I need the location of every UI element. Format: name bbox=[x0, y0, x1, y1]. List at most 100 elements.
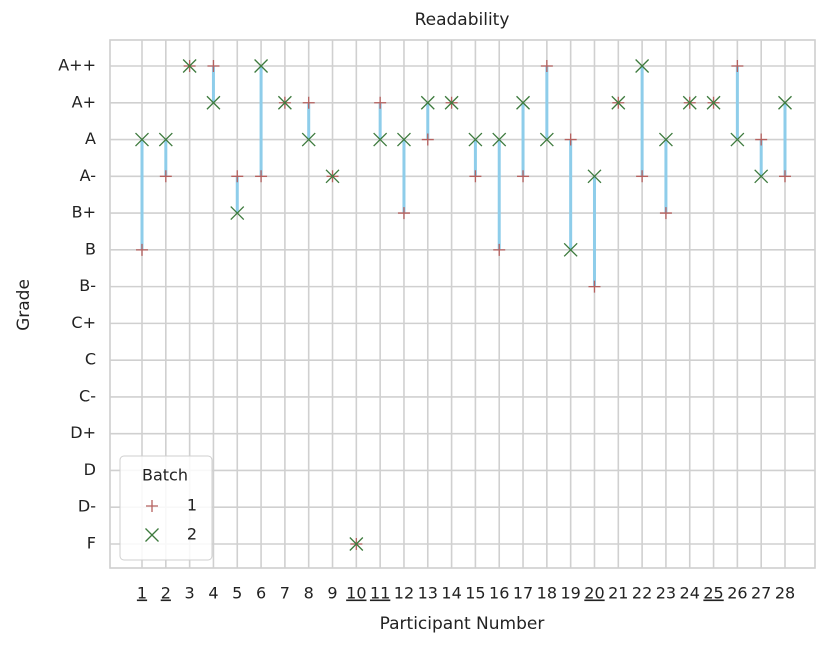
marker bbox=[517, 170, 530, 183]
x-tick-label: 18 bbox=[537, 584, 557, 603]
marker bbox=[277, 95, 292, 110]
y-tick-label: C+ bbox=[71, 313, 96, 332]
y-tick-label: F bbox=[87, 534, 96, 553]
marker bbox=[469, 170, 482, 183]
y-tick-label: D+ bbox=[70, 423, 96, 442]
marker bbox=[611, 95, 626, 110]
x-tick-label: 26 bbox=[727, 584, 747, 603]
marker bbox=[207, 60, 220, 72]
marker bbox=[516, 95, 530, 110]
x-tick-label: 14 bbox=[441, 584, 461, 603]
marker bbox=[588, 280, 601, 293]
x-tick-label: 1 bbox=[137, 584, 147, 603]
marker bbox=[755, 133, 768, 146]
legend-label: 1 bbox=[187, 496, 197, 515]
legend-marker bbox=[146, 500, 158, 512]
x-tick-label: 28 bbox=[775, 584, 795, 603]
marker bbox=[706, 95, 721, 110]
marker bbox=[682, 95, 697, 110]
legend-box bbox=[119, 455, 213, 561]
x-tick-label: 12 bbox=[394, 584, 414, 603]
marker bbox=[539, 132, 554, 147]
marker bbox=[182, 59, 197, 73]
marker bbox=[397, 132, 411, 147]
marker bbox=[468, 132, 483, 147]
marker bbox=[325, 169, 340, 184]
marker bbox=[731, 60, 744, 72]
marker bbox=[421, 133, 434, 146]
marker bbox=[374, 96, 387, 109]
marker bbox=[730, 132, 745, 147]
marker bbox=[587, 169, 602, 184]
x-tick-label: 24 bbox=[680, 584, 700, 603]
x-tick-label: 6 bbox=[256, 584, 266, 603]
marker bbox=[254, 59, 269, 73]
marker bbox=[255, 170, 268, 183]
marker bbox=[420, 95, 435, 110]
y-tick-label: A- bbox=[80, 166, 96, 185]
y-tick-label: A bbox=[85, 129, 96, 148]
x-tick-label: 22 bbox=[632, 584, 652, 603]
x-tick-label: 9 bbox=[327, 584, 337, 603]
marker bbox=[493, 243, 506, 256]
y-axis-title: Grade bbox=[14, 279, 34, 331]
marker bbox=[397, 207, 410, 220]
marker bbox=[302, 96, 315, 109]
marker bbox=[636, 170, 649, 183]
x-tick-label: 25 bbox=[703, 584, 723, 603]
x-tick-label: 23 bbox=[656, 584, 676, 603]
y-tick-label: C bbox=[85, 350, 96, 369]
marker bbox=[444, 95, 459, 110]
marker bbox=[206, 95, 221, 110]
marker bbox=[136, 243, 148, 256]
marker bbox=[754, 169, 769, 184]
x-tick-label: 15 bbox=[465, 584, 485, 603]
y-tick-label: B- bbox=[79, 276, 96, 295]
x-tick-label: 13 bbox=[418, 584, 438, 603]
legend-marker bbox=[145, 528, 159, 542]
y-tick-label: C- bbox=[79, 386, 96, 405]
x-tick-label: 16 bbox=[489, 584, 509, 603]
marker bbox=[778, 95, 792, 110]
marker bbox=[159, 170, 172, 183]
x-tick-label: 5 bbox=[232, 584, 242, 603]
marker bbox=[779, 170, 791, 183]
legend-label: 2 bbox=[187, 525, 197, 544]
x-tick-label: 27 bbox=[751, 584, 771, 603]
x-axis-title: Participant Number bbox=[380, 614, 545, 634]
y-tick-label: D- bbox=[78, 497, 96, 516]
x-tick-label: 8 bbox=[304, 584, 314, 603]
marker bbox=[563, 242, 578, 257]
y-tick-label: D bbox=[84, 460, 96, 479]
x-tick-label: 17 bbox=[513, 584, 533, 603]
marker bbox=[230, 206, 245, 221]
marker bbox=[349, 537, 364, 551]
marker bbox=[659, 207, 672, 220]
marker bbox=[658, 132, 673, 147]
y-tick-label: A+ bbox=[72, 92, 96, 111]
marker bbox=[135, 132, 149, 147]
x-tick-label: 7 bbox=[280, 584, 290, 603]
x-tick-label: 10 bbox=[346, 584, 366, 603]
x-tick-label: 19 bbox=[560, 584, 580, 603]
x-tick-label: 3 bbox=[185, 584, 195, 603]
y-tick-label: A++ bbox=[58, 56, 96, 75]
x-tick-label: 20 bbox=[584, 584, 604, 603]
plot-frame bbox=[109, 39, 816, 569]
marker bbox=[564, 133, 577, 146]
marker bbox=[540, 60, 553, 72]
y-tick-label: B bbox=[85, 239, 96, 258]
x-tick-label: 4 bbox=[208, 584, 218, 603]
chart-title: Readability bbox=[415, 10, 510, 30]
marker bbox=[231, 170, 244, 183]
marker bbox=[635, 59, 650, 73]
marker bbox=[373, 132, 388, 147]
marker bbox=[301, 132, 316, 147]
marker bbox=[492, 132, 507, 147]
x-tick-label: 21 bbox=[608, 584, 628, 603]
x-tick-label: 2 bbox=[161, 584, 171, 603]
x-tick-label: 11 bbox=[370, 584, 390, 603]
legend-title: Batch bbox=[142, 466, 188, 485]
marker bbox=[158, 132, 173, 147]
